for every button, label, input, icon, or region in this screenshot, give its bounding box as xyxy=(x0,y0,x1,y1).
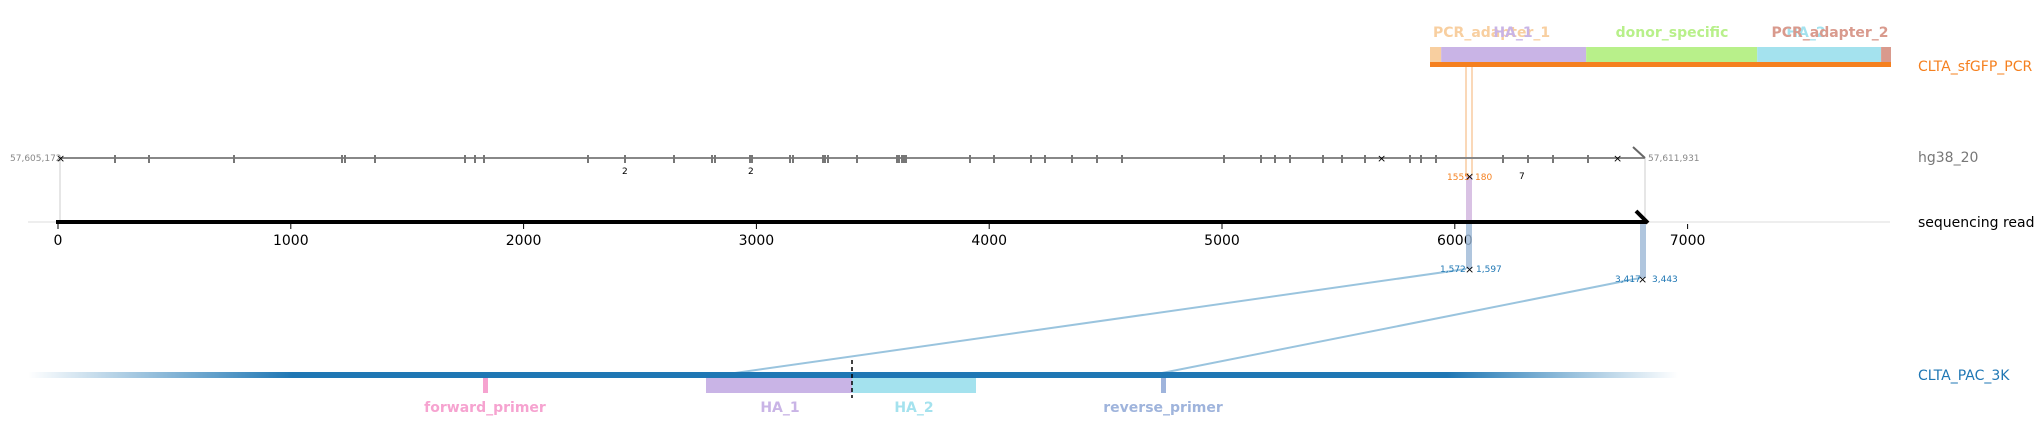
genome-left-coord: 57,605,172 xyxy=(10,154,62,164)
read-track: 0 1000 2000 3000 4000 5000 6000 7000 sequencing… xyxy=(28,209,2034,249)
pac-feature-forward-primer xyxy=(483,378,488,393)
genome-mark-label-1: 2 xyxy=(622,167,628,177)
pac-align-a-x-marker: × xyxy=(1465,263,1474,276)
read-axis-tick-label: 4000 xyxy=(971,233,1007,249)
track-label-pcr: CLTA_sfGFP_PCR xyxy=(1918,59,2032,75)
pac-label-reverse-primer: reverse_primer xyxy=(1103,400,1223,416)
pcr-align-left-label: 1555 xyxy=(1447,173,1470,183)
pcr-feature-ha-2 xyxy=(1757,47,1882,62)
pcr-label-pcr-adapter-1: PCR_adapter_1 xyxy=(1433,25,1550,41)
pac-align-b-x-marker: × xyxy=(1638,273,1647,286)
read-axis-tick-label: 5000 xyxy=(1204,233,1240,249)
pac-feature-ha1 xyxy=(706,378,852,393)
pcr-feature-ha-1 xyxy=(1441,47,1587,62)
genome-mark-label-3: 7 xyxy=(1519,172,1525,182)
read-axis-ticks: 0 1000 2000 3000 4000 5000 6000 7000 xyxy=(54,224,1706,249)
pac-label-ha2: HA_2 xyxy=(894,400,933,416)
pac-backbone xyxy=(28,372,1678,378)
pcr-feature-pcr-adapter-1 xyxy=(1430,47,1442,62)
read-axis-tick-label: 3000 xyxy=(739,233,775,249)
genome-x-marker-2: × xyxy=(1377,152,1386,165)
pcr-track: PCR_adapter_1HA_1 donor_specific HA_2PCR_a… xyxy=(1430,25,2032,75)
track-label-pac: CLTA_PAC_3K xyxy=(1918,368,2010,384)
pac-label-ha1: HA_1 xyxy=(760,400,799,416)
pcr-feature-bars xyxy=(1430,47,1891,62)
pac-track: forward_primer HA_1 HA_2 reverse_primer … xyxy=(28,360,2010,416)
genome-right-arrow xyxy=(1632,146,1646,159)
pac-feature-ha2 xyxy=(852,378,976,393)
track-label-genome: hg38_20 xyxy=(1918,150,1978,166)
pcr-label-pcr-adapter-2: PCR_adapter_2 xyxy=(1771,25,1888,41)
pcr-label-donor-specific: donor_specific xyxy=(1616,25,1729,41)
genome-repeat-marks xyxy=(114,155,1589,163)
pcr-align-x-marker: × xyxy=(1465,170,1474,183)
genome-x-marker-3: × xyxy=(1613,152,1622,165)
pac-label-forward-primer: forward_primer xyxy=(424,400,546,416)
pcr-backbone xyxy=(1430,62,1891,67)
pac-align-b-right: 3,443 xyxy=(1652,275,1678,285)
genome-track: 57,605,172 × × × 57,611,931 2 2 7 hg38_2… xyxy=(10,146,1978,222)
pcr-read-connector: 1555 × 180 xyxy=(1447,67,1492,222)
read-axis-tick-label: 7000 xyxy=(1670,233,1706,249)
read-axis-tick-label: 6000 xyxy=(1437,233,1473,249)
pcr-feature-donor-specific xyxy=(1586,47,1758,62)
genome-mark-label-2: 2 xyxy=(748,167,754,177)
read-axis-tick-label: 1000 xyxy=(273,233,309,249)
pac-align-a-right: 1,597 xyxy=(1476,265,1502,275)
pac-feature-reverse-primer xyxy=(1161,378,1166,393)
pac-align-a-left: 1,572 xyxy=(1440,265,1466,275)
genome-left-x-marker: × xyxy=(56,152,65,165)
track-label-read: sequencing read xyxy=(1918,215,2034,231)
pcr-feature-pcr-adapter-2 xyxy=(1881,47,1891,62)
pcr-label-ha-2: HA_2 xyxy=(1786,25,1825,41)
read-axis-tick-label: 2000 xyxy=(506,233,542,249)
read-end-arrow xyxy=(1634,209,1650,225)
genome-right-coord: 57,611,931 xyxy=(1648,154,1700,164)
pcr-align-right-label: 180 xyxy=(1475,173,1492,183)
pcr-label-ha-1: HA_1 xyxy=(1493,25,1532,41)
pcr-feature-labels: PCR_adapter_1HA_1 donor_specific HA_2PCR_a… xyxy=(1433,25,1889,41)
read-pac-connectors: 1,572 × 1,597 3,417 × 3,443 xyxy=(734,224,1678,374)
read-axis-tick-label: 0 xyxy=(54,233,63,249)
read-backbone xyxy=(56,220,1646,224)
pac-align-b-left: 3,417 xyxy=(1615,275,1641,285)
